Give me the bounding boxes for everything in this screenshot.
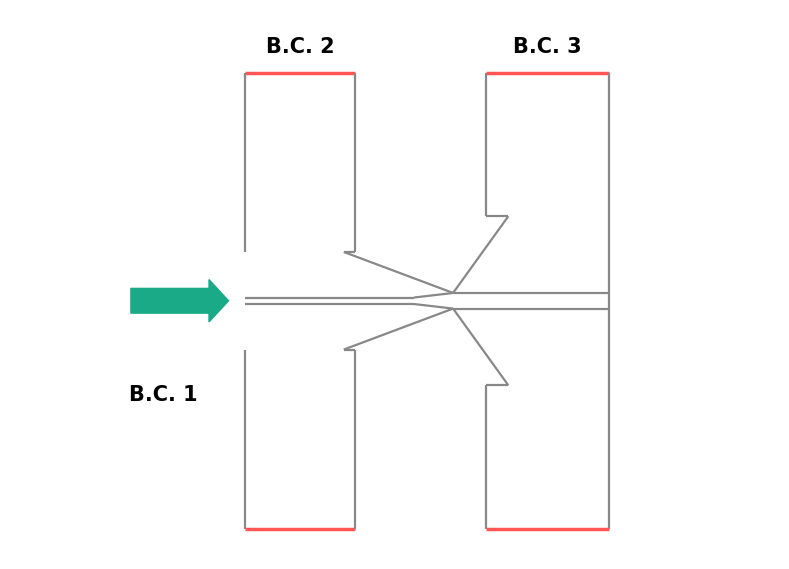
Text: B.C. 2: B.C. 2 <box>266 37 335 57</box>
FancyArrow shape <box>131 279 229 322</box>
Text: B.C. 3: B.C. 3 <box>513 37 581 57</box>
Text: B.C. 1: B.C. 1 <box>129 385 198 405</box>
